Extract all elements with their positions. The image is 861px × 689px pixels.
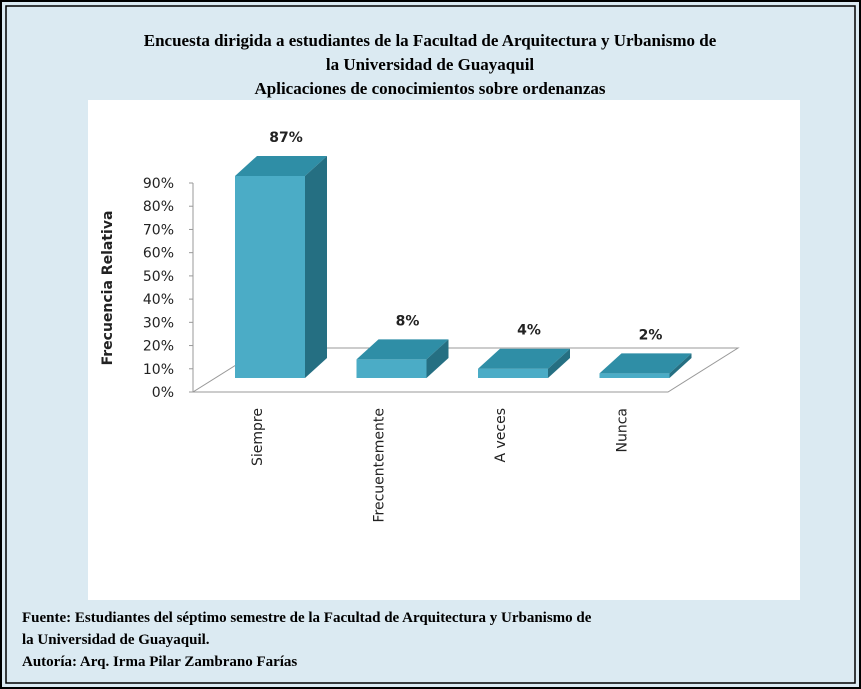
value-label: 4%: [517, 323, 541, 339]
bar-side: [426, 339, 449, 378]
chart-title: la Universidad de Guayaquil: [326, 55, 535, 74]
footer: la Universidad de Guayaquil.: [22, 632, 210, 648]
x-tick-label: Nunca: [615, 408, 631, 453]
y-tick-label: 0%: [152, 385, 174, 401]
bar: [599, 373, 670, 378]
y-tick-label: 60%: [143, 246, 174, 262]
y-tick-label: 70%: [143, 222, 174, 238]
bar-top: [478, 348, 570, 369]
y-tick-label: 10%: [143, 362, 174, 378]
value-label: 87%: [269, 130, 303, 146]
footer: Fuente: Estudiantes del séptimo semestre…: [22, 610, 592, 626]
chart-subtitle: Aplicaciones de conocimientos sobre orde…: [254, 79, 605, 98]
footer: Autoría: Arq. Irma Pilar Zambrano Farías: [22, 654, 297, 670]
value-label: 8%: [396, 313, 420, 329]
y-tick-label: 80%: [143, 199, 174, 215]
x-tick-label: Frecuentemente: [372, 408, 388, 522]
y-tick-label: 50%: [143, 269, 174, 285]
y-tick-label: 90%: [143, 176, 174, 192]
bar: [478, 368, 548, 378]
bar-side: [548, 348, 570, 378]
bar-side: [305, 155, 327, 378]
x-tick-label: A veces: [493, 408, 509, 463]
y-tick-label: 30%: [143, 315, 174, 331]
frame-inner: [5, 5, 856, 684]
y-axis-label: Frecuencia Relativa: [100, 211, 116, 366]
bar-top: [599, 353, 692, 374]
bar-side: [669, 353, 692, 378]
value-label: 2%: [639, 327, 663, 343]
chart-title: Encuesta dirigida a estudiantes de la Fa…: [144, 31, 717, 50]
y-tick-label: 40%: [143, 292, 174, 308]
bar-top: [356, 339, 449, 360]
x-tick-label: Siempre: [250, 408, 266, 466]
bar: [356, 359, 427, 378]
bar-top: [235, 155, 327, 176]
bar: [235, 175, 305, 378]
y-tick-label: 20%: [143, 339, 174, 355]
